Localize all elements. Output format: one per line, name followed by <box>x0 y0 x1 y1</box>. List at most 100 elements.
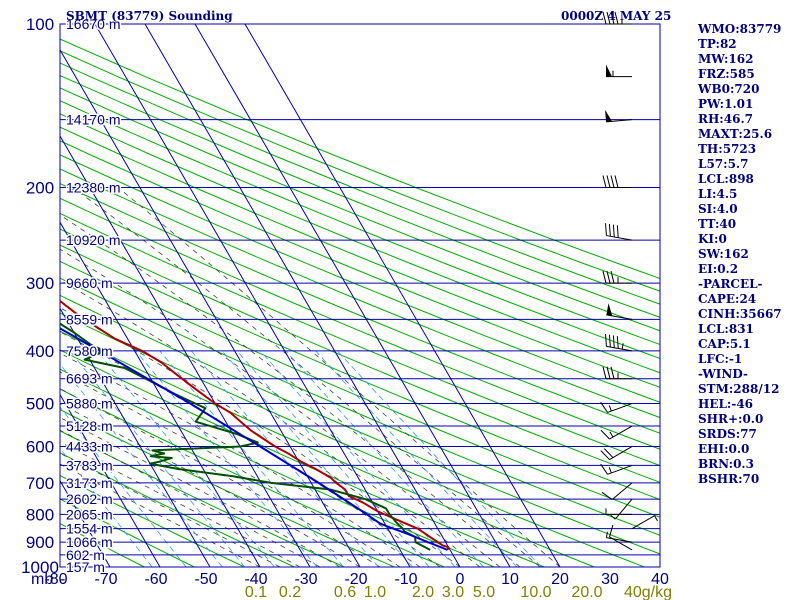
index-item: HEL:-46 <box>698 397 754 411</box>
sounding-series <box>60 299 450 551</box>
pressure-tick-label: 600 <box>26 438 54 457</box>
mixing-ratio-label: 20.0 <box>571 584 602 600</box>
moist-adiabat-line <box>60 452 281 567</box>
wind-barb-staff <box>606 235 633 241</box>
wind-barb-flag <box>602 366 607 379</box>
height-label: 3173 m <box>66 475 113 491</box>
height-label: 2065 m <box>66 506 113 522</box>
index-item: EHI:0.0 <box>698 442 750 456</box>
wind-barb-half-flag <box>608 405 612 412</box>
isotherm-line <box>59 49 361 568</box>
index-item: BSHR:70 <box>698 472 760 486</box>
wind-barb <box>606 303 633 320</box>
dry-adiabat-line <box>60 74 660 318</box>
pressure-tick-label: 1000 <box>21 558 59 577</box>
wind-barb-half-flag <box>609 431 614 438</box>
temperature-tick-label: 40 <box>651 571 669 588</box>
wind-barb-flag <box>610 270 615 284</box>
moist-adiabat-line <box>60 248 501 567</box>
wind-barb-flag <box>612 224 615 237</box>
temperature-tick-label: 30 <box>601 571 619 588</box>
index-item: KI:0 <box>698 232 727 246</box>
index-item: STM:288/12 <box>698 382 780 396</box>
dry-adiabat-line <box>60 113 660 360</box>
dry-adiabat-line <box>60 62 660 305</box>
wind-barb-pennant <box>606 64 612 77</box>
isotherm-line <box>59 308 211 568</box>
temperature-tick-label: -80 <box>44 571 67 588</box>
index-item: MW:162 <box>698 52 754 66</box>
dry-adiabat-line <box>60 197 660 450</box>
wind-barb-pennant <box>606 303 613 316</box>
wind-barb-half-flag <box>654 515 658 522</box>
wind-barb-flag <box>614 175 619 188</box>
index-item: FRZ:585 <box>698 67 755 81</box>
pressure-tick-label: 300 <box>26 274 54 293</box>
index-item: SHR+:0.0 <box>698 412 764 426</box>
wind-barb-flag <box>606 366 611 379</box>
wind-barb <box>605 334 633 352</box>
wind-barb-flag <box>606 11 611 25</box>
isotherm-line <box>59 480 111 568</box>
pressure-axis-label: mb <box>31 571 53 588</box>
wind-barb-flag <box>606 270 611 284</box>
dry-adiabat-line <box>60 87 660 332</box>
pressure-tick-label: 900 <box>26 533 54 552</box>
index-item: BRN:0.3 <box>698 457 754 471</box>
index-item: WB0:720 <box>698 82 760 96</box>
wind-barb-staff <box>609 446 633 460</box>
mixing-ratio-label: 0.6 <box>334 584 356 600</box>
indices-panel: WMO:83779 TP:82 MW:162 FRZ:585 WB0:720 PW:1.0… <box>698 22 798 487</box>
wind-barb-flag <box>605 223 607 236</box>
height-label: 9660 m <box>66 275 113 291</box>
pressure-tick-label: 100 <box>26 15 54 34</box>
dry-adiabat-line <box>60 244 660 501</box>
index-item: -WIND- <box>698 367 748 381</box>
isotherm-line <box>244 23 561 568</box>
index-item: CAPE:24 <box>698 292 757 306</box>
temperature-tick-label: -40 <box>244 571 267 588</box>
pressure-tick-label: 800 <box>26 505 54 524</box>
wind-barb-flag <box>602 175 607 188</box>
height-label: 4433 m <box>66 439 113 455</box>
wind-barb-half-flag <box>610 514 616 520</box>
index-item: CINH:35667 <box>698 307 782 321</box>
wind-barb-flag <box>610 175 615 188</box>
height-label: 5880 m <box>66 396 113 412</box>
wind-barb-staff <box>611 482 633 500</box>
index-item: LFC:-1 <box>698 352 743 366</box>
wind-barb-flag <box>612 335 615 348</box>
wind-barb <box>605 531 633 543</box>
moist-adiabat-line <box>60 463 261 567</box>
index-item: TH:5723 <box>698 142 757 156</box>
wind-barb <box>600 446 633 460</box>
wind-barb-flag <box>610 366 615 379</box>
wind-barb-flag <box>609 524 614 538</box>
height-label: 5128 m <box>66 418 113 434</box>
mixing-ratio-label: 3.0 <box>442 584 464 600</box>
temperature-tick-label: -70 <box>94 571 117 588</box>
temperature-tick-label: -20 <box>344 571 367 588</box>
height-label: 2602 m <box>66 491 113 507</box>
moist-adiabat-line <box>117 187 561 567</box>
temperature-tick-label: 0 <box>456 571 465 588</box>
index-item: EI:0.2 <box>698 262 739 276</box>
temperature-tick-label: -30 <box>294 571 317 588</box>
plot-frame <box>59 23 661 568</box>
index-item: L57:5.7 <box>698 157 749 171</box>
dry-adiabat-line <box>60 228 660 483</box>
dry-adiabat-line <box>60 50 660 292</box>
wind-barb-flag <box>608 334 611 348</box>
mixing-ratio-label: 0.2 <box>279 584 301 600</box>
wind-barb-staff <box>614 498 633 520</box>
isotherm-line <box>144 23 461 568</box>
dry-adiabat-line <box>60 168 660 419</box>
temperature-tick-label: 10 <box>501 571 519 588</box>
axis-minus-glyph: - <box>60 571 65 588</box>
index-item: RH:46.7 <box>698 112 753 126</box>
wind-barb-staff <box>606 345 633 352</box>
height-label: 3783 m <box>66 457 113 473</box>
wind-barb-flag <box>608 223 611 237</box>
dry-adiabats <box>60 38 660 567</box>
